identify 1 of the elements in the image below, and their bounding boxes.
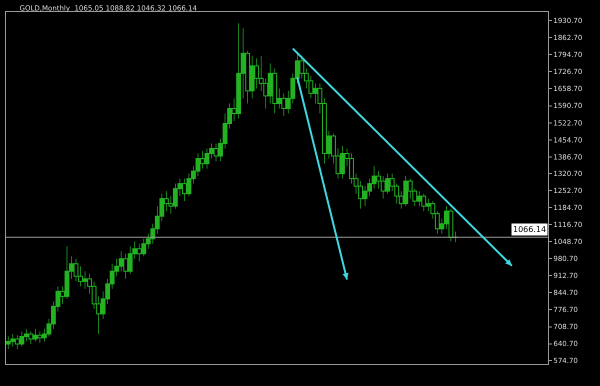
ref-line-label: 1066.14 (513, 225, 546, 234)
